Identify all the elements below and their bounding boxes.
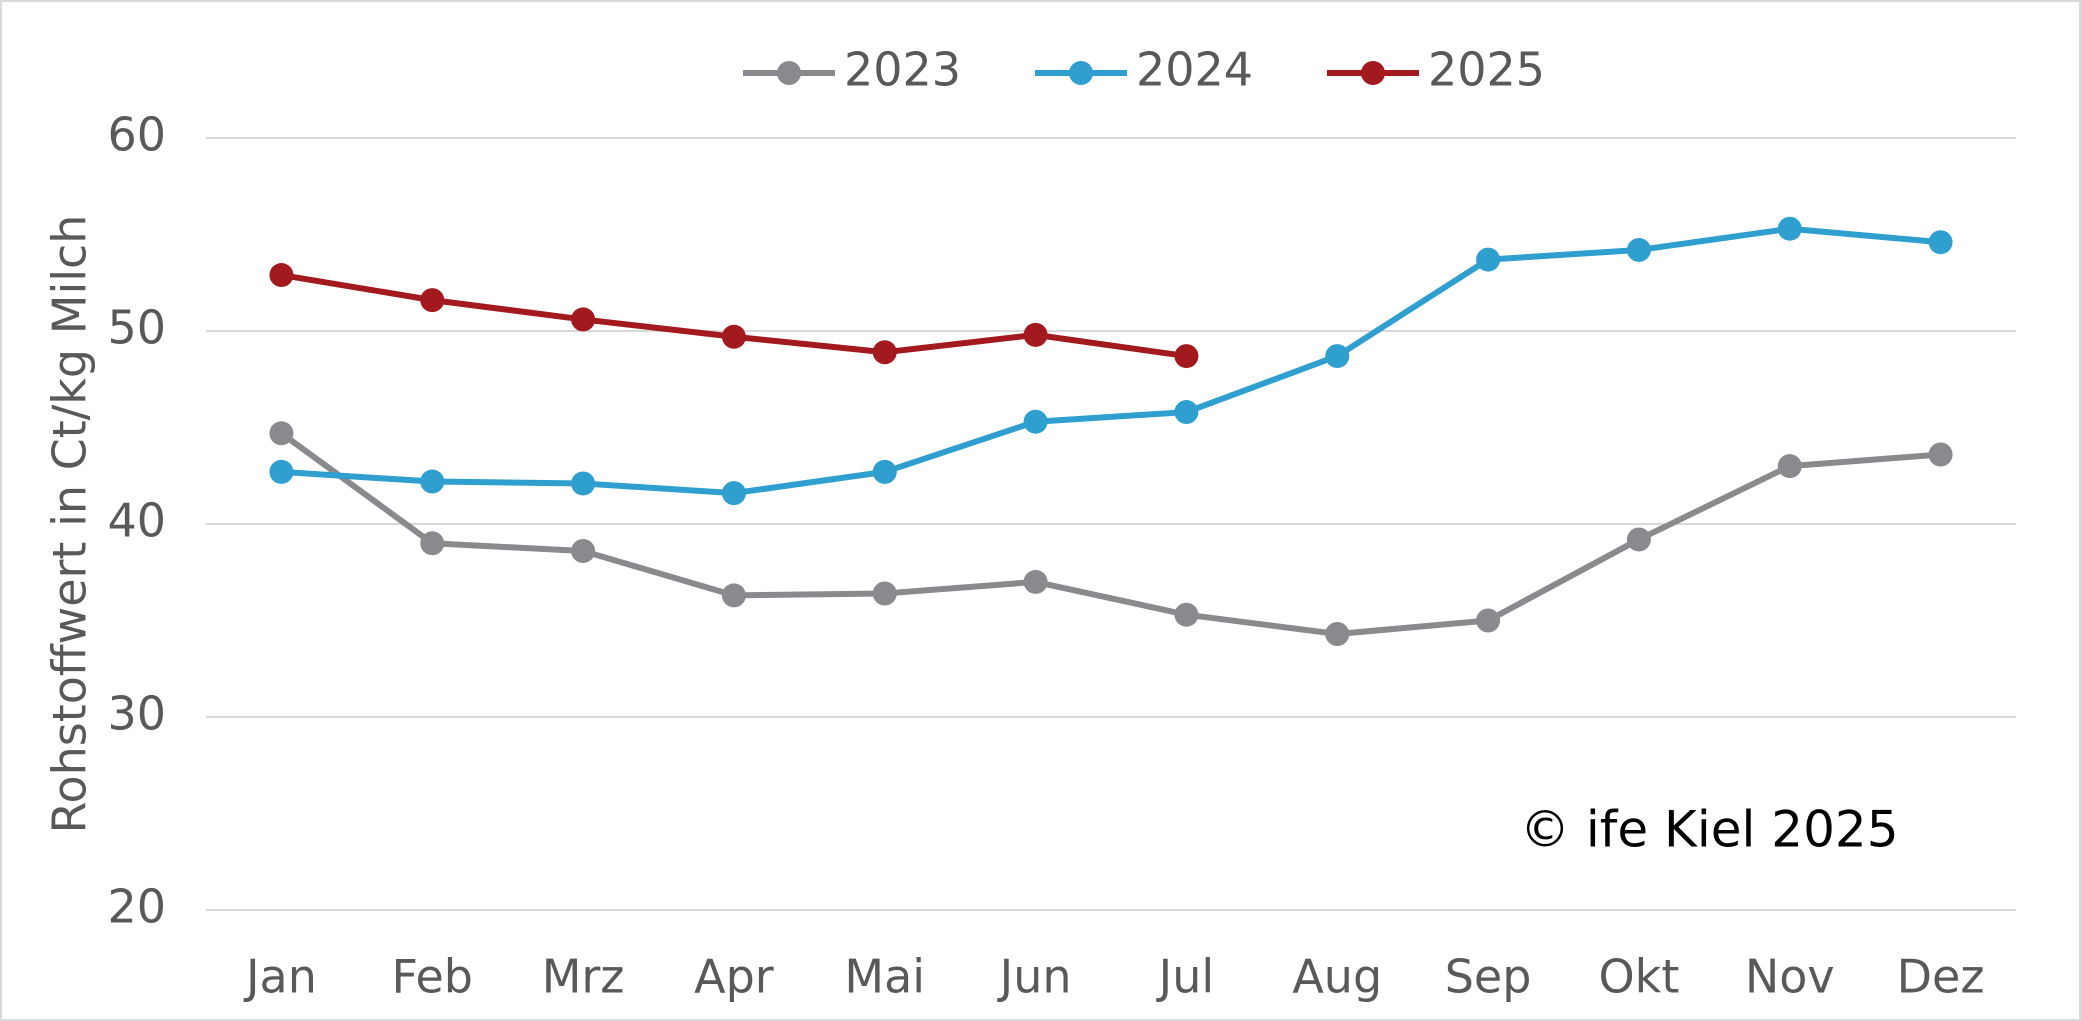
x-tick-label: Aug bbox=[1292, 950, 1382, 1004]
y-axis-label: Rohstoffwert in Ct/kg Milch bbox=[43, 215, 97, 834]
data-point bbox=[571, 539, 596, 564]
data-point bbox=[1023, 322, 1048, 347]
x-tick-label: Dez bbox=[1897, 950, 1985, 1004]
data-point bbox=[721, 324, 746, 349]
data-point bbox=[872, 340, 897, 365]
y-tick-label: 40 bbox=[107, 494, 166, 548]
x-tick-label: Okt bbox=[1598, 950, 1679, 1004]
data-point bbox=[1325, 344, 1350, 369]
data-point bbox=[1174, 400, 1199, 425]
legend-label: 2024 bbox=[1136, 43, 1253, 97]
series-line bbox=[279, 430, 1941, 638]
data-point bbox=[420, 531, 445, 556]
data-point bbox=[1023, 409, 1048, 434]
data-point bbox=[721, 583, 746, 608]
y-tick-label: 20 bbox=[107, 880, 166, 934]
legend-marker bbox=[1361, 61, 1385, 85]
legend-label: 2023 bbox=[844, 43, 961, 97]
legend-label: 2025 bbox=[1428, 43, 1545, 97]
x-tick-label: Mrz bbox=[542, 950, 625, 1004]
y-tick-label: 30 bbox=[107, 687, 166, 741]
data-point bbox=[571, 471, 596, 496]
x-tick-label: Feb bbox=[392, 950, 473, 1004]
x-tick-label: Apr bbox=[694, 950, 774, 1004]
data-point bbox=[1626, 527, 1651, 552]
data-point bbox=[872, 459, 897, 484]
x-tick-label: Sep bbox=[1445, 950, 1532, 1004]
x-tick-label: Jun bbox=[997, 950, 1072, 1004]
data-point bbox=[1174, 602, 1199, 627]
data-point bbox=[420, 469, 445, 494]
y-tick-label: 50 bbox=[107, 301, 166, 355]
data-point bbox=[269, 459, 294, 484]
x-tick-label: Mai bbox=[844, 950, 925, 1004]
data-point bbox=[1476, 608, 1501, 633]
data-point bbox=[269, 263, 294, 288]
legend-marker bbox=[777, 61, 801, 85]
x-tick-label: Jul bbox=[1156, 950, 1215, 1004]
data-point bbox=[269, 421, 294, 446]
data-point bbox=[420, 288, 445, 313]
data-point bbox=[1928, 230, 1953, 255]
series-line bbox=[281, 225, 1941, 497]
data-point bbox=[1476, 247, 1501, 272]
data-point bbox=[1777, 454, 1802, 479]
data-point bbox=[872, 581, 897, 606]
data-point bbox=[1174, 344, 1199, 369]
legend-marker bbox=[1069, 61, 1093, 85]
data-point bbox=[1928, 442, 1953, 467]
data-point bbox=[1325, 622, 1350, 647]
y-tick-label: 60 bbox=[107, 108, 166, 162]
data-point bbox=[1626, 237, 1651, 262]
data-point bbox=[1777, 216, 1802, 241]
annotation: © ife Kiel 2025 bbox=[1520, 801, 1899, 859]
x-tick-label: Jan bbox=[243, 950, 317, 1004]
x-tick-label: Nov bbox=[1745, 950, 1835, 1004]
data-point bbox=[1023, 569, 1048, 594]
data-point bbox=[571, 307, 596, 332]
data-point bbox=[721, 481, 746, 506]
